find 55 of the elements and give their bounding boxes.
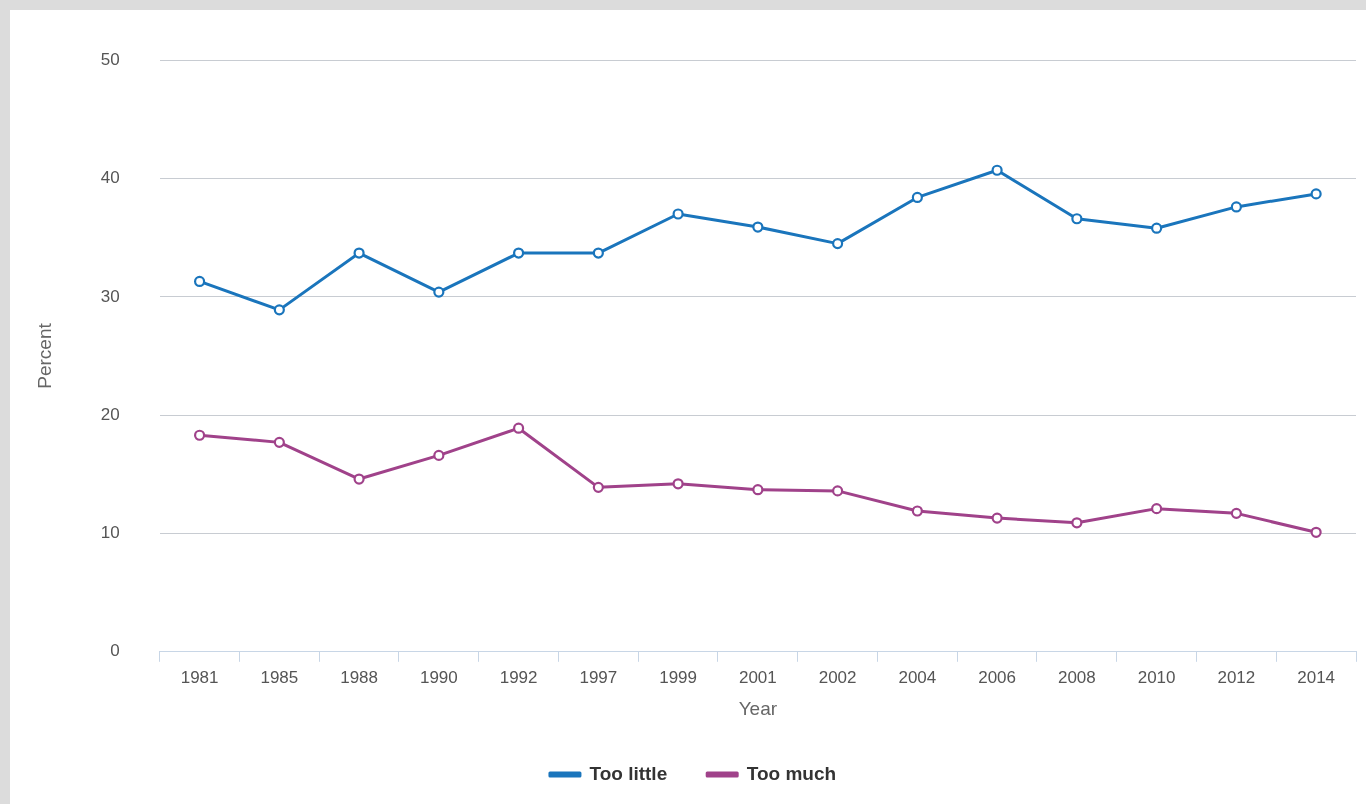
point: [672, 208, 684, 220]
point: [353, 247, 365, 259]
point: [592, 247, 604, 259]
x-tick-label: 2012: [1217, 667, 1256, 687]
point: [832, 485, 844, 497]
point: [273, 436, 285, 448]
y-tick-label: 30: [100, 286, 120, 306]
point: [991, 164, 1003, 176]
x-axis-title: Year: [738, 697, 778, 719]
legend-label: Too little: [589, 762, 668, 784]
point: [513, 247, 525, 259]
point: [1071, 213, 1083, 225]
point: [752, 221, 764, 233]
point: [911, 191, 923, 204]
x-tick-label: 2008: [1057, 667, 1096, 687]
point: [433, 286, 445, 298]
point: [1151, 503, 1163, 515]
point: [911, 505, 923, 517]
point: [193, 275, 206, 288]
point: [433, 449, 445, 461]
point: [353, 473, 365, 485]
point: [513, 422, 525, 434]
y-tick-label: 0: [110, 641, 120, 661]
x-tick-label: 2014: [1297, 667, 1336, 687]
point: [273, 304, 285, 316]
point: [1230, 507, 1242, 519]
point: [592, 481, 604, 493]
x-tick-label: 2002: [818, 667, 857, 687]
point: [672, 478, 684, 490]
x-tick-label: 1985: [260, 667, 299, 687]
x-tick-label: 1997: [579, 667, 618, 687]
x-tick-label: 2010: [1137, 667, 1176, 687]
y-axis-title: Percent: [33, 322, 55, 389]
legend-label: Too much: [746, 762, 837, 784]
x-tick-label: 1999: [659, 667, 698, 687]
point: [193, 429, 206, 441]
y-tick-label: 50: [100, 49, 120, 69]
x-tick-label: 1981: [180, 667, 219, 687]
point: [752, 484, 764, 496]
point: [1071, 517, 1083, 529]
x-tick-label: 1988: [340, 667, 379, 687]
point: [832, 238, 844, 250]
x-tick-label: 1992: [499, 667, 538, 687]
y-tick-label: 10: [100, 523, 120, 543]
x-tick-label: 2004: [898, 667, 937, 687]
point: [1151, 222, 1163, 234]
y-tick-label: 40: [100, 168, 120, 188]
point: [991, 512, 1003, 524]
x-tick-label: 1990: [419, 667, 458, 687]
x-tick-label: 2001: [738, 667, 777, 687]
point: [1310, 526, 1322, 538]
point: [1310, 188, 1322, 200]
y-tick-label: 20: [100, 404, 120, 424]
point: [1230, 201, 1242, 213]
x-tick-label: 2006: [978, 667, 1017, 687]
